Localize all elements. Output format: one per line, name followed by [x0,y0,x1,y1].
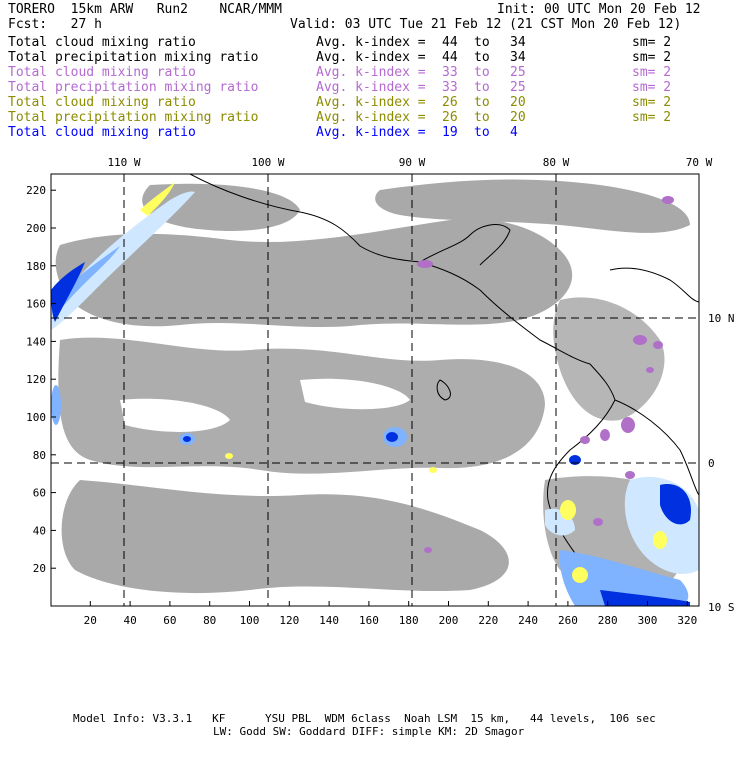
precip-northwest-band [51,182,195,330]
x-tick-label: 140 [319,614,339,627]
legend-avg-label: Avg. k-index = [316,65,426,80]
x-tick-label: 240 [518,614,538,627]
y-tick-label: 180 [26,260,46,273]
y-tick-label: 40 [33,524,46,537]
legend-field: Total precipitation mixing ratio [8,50,259,65]
latitude-label: 0 [708,457,715,470]
x-tick-label: 320 [677,614,697,627]
latitude-label: 10 S [708,601,735,614]
legend-field: Total precipitation mixing ratio [8,80,259,95]
legend-from: 26 [442,110,458,125]
x-tick-label: 180 [399,614,419,627]
legend-field: Total cloud mixing ratio [8,65,196,80]
legend-smoothing: sm= 2 [632,110,672,125]
legend-to: to [474,65,490,80]
legend-end: 20 [510,95,526,110]
legend-from: 19 [442,125,458,140]
legend-field: Total cloud mixing ratio [8,35,196,50]
y-tick-label: 20 [33,562,46,575]
y-tick-label: 140 [26,335,46,348]
legend-from: 44 [442,50,458,65]
legend-to: to [474,125,490,140]
precip-isolated-cells [51,385,437,473]
forecast-hour: Fcst: 27 h [8,17,102,32]
y-tick-label: 100 [26,411,46,424]
x-tick-label: 60 [163,614,176,627]
y-tick-label: 60 [33,487,46,500]
x-tick-label: 300 [638,614,658,627]
legend-from: 33 [442,65,458,80]
x-tick-label: 120 [279,614,299,627]
longitude-label: 90 W [399,156,426,169]
coastlines [189,174,699,606]
x-tick-label: 20 [84,614,97,627]
x-tick-label: 40 [123,614,136,627]
x-tick-label: 80 [203,614,216,627]
model-info: Model Info: V3.3.1 KF YSU PBL WDM 6class… [73,712,656,725]
legend-end: 34 [510,50,526,65]
x-tick-label: 220 [478,614,498,627]
legend-end: 34 [510,35,526,50]
longitude-labels: 110 W 100 W 90 W 80 W 70 W [107,156,712,169]
latitude-label: 10 N [708,312,735,325]
longitude-label: 70 W [686,156,713,169]
legend-to: to [474,50,490,65]
longitude-label: 80 W [543,156,570,169]
y-tick-label: 80 [33,449,46,462]
legend-smoothing: sm= 2 [632,50,672,65]
model-title: TORERO 15km ARW Run2 NCAR/MMM [8,2,282,17]
precip-purple-cells [417,196,674,553]
physics-info: LW: Godd SW: Goddard DIFF: simple KM: 2D… [213,725,525,738]
legend-to: to [474,80,490,95]
x-axis: 20 40 60 80 100 120 140 160 180 200 220 240 260 280 30… [84,601,697,627]
legend-end: 4 [510,125,518,140]
legend-from: 26 [442,95,458,110]
legend-field: Total cloud mixing ratio [8,125,196,140]
legend-avg-label: Avg. k-index = [316,80,426,95]
longitude-label: 100 W [251,156,284,169]
legend-avg-label: Avg. k-index = [316,125,426,140]
x-tick-label: 100 [240,614,260,627]
graticule [51,174,699,606]
legend-field: Total cloud mixing ratio [8,95,196,110]
map-panel: 20 40 60 80 100 120 140 160 180 200 220 240 260 280 30… [26,156,735,627]
legend-to: to [474,35,490,50]
valid-time: Valid: 03 UTC Tue 21 Feb 12 (21 CST Mon … [290,17,682,32]
legend-from: 33 [442,80,458,95]
legend-smoothing: sm= 2 [632,65,672,80]
legend-to: to [474,95,490,110]
y-tick-label: 160 [26,298,46,311]
legend-end: 25 [510,65,526,80]
legend-smoothing: sm= 2 [632,35,672,50]
legend-field: Total precipitation mixing ratio [8,110,259,125]
y-tick-label: 200 [26,222,46,235]
legend-from: 44 [442,35,458,50]
precip-southeast-blobs [545,455,699,606]
legend-end: 25 [510,80,526,95]
y-tick-label: 220 [26,184,46,197]
y-axis: 20 40 60 80 100 120 140 160 180 200 220 [26,184,56,575]
legend-avg-label: Avg. k-index = [316,50,426,65]
x-tick-label: 280 [598,614,618,627]
x-tick-label: 260 [558,614,578,627]
legend-avg-label: Avg. k-index = [316,95,426,110]
legend-to: to [474,110,490,125]
x-tick-label: 160 [359,614,379,627]
legend-smoothing: sm= 2 [632,80,672,95]
latitude-labels: 10 N 0 10 S [708,312,735,614]
longitude-label: 110 W [107,156,140,169]
legend-smoothing: sm= 2 [632,95,672,110]
init-time: Init: 00 UTC Mon 20 Feb 12 [497,2,701,17]
y-tick-label: 120 [26,373,46,386]
legend-end: 20 [510,110,526,125]
x-tick-label: 200 [439,614,459,627]
legend-avg-label: Avg. k-index = [316,110,426,125]
plot-frame [50,173,700,607]
legend-avg-label: Avg. k-index = [316,35,426,50]
